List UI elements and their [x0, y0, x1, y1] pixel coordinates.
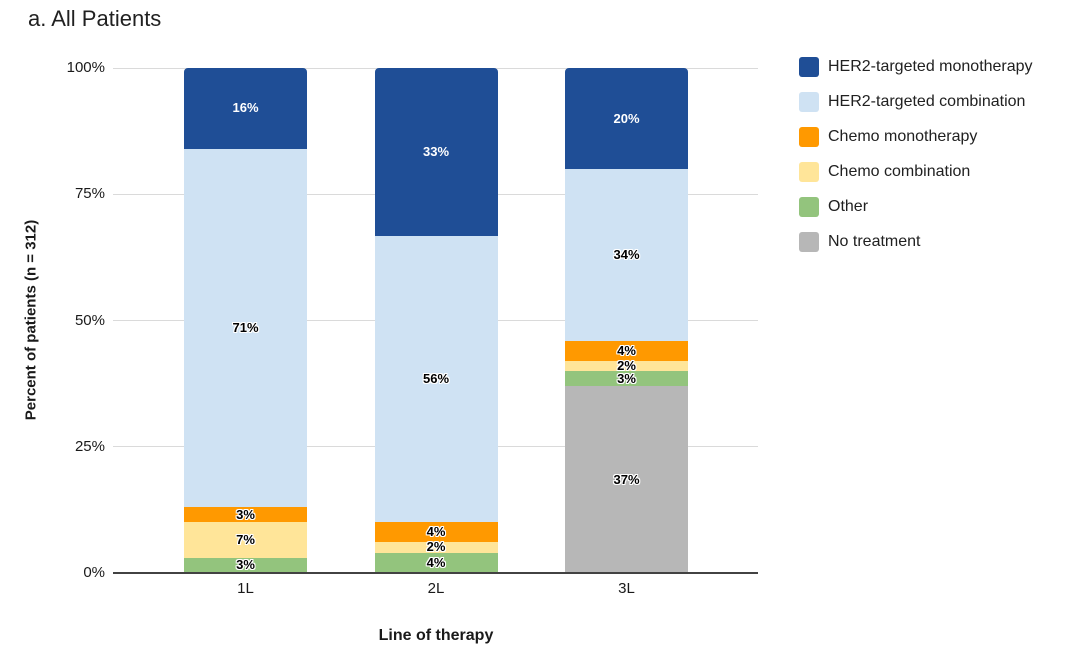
segment-3L-other: 3%: [565, 370, 688, 387]
legend-swatch: [799, 232, 819, 252]
segment-label: 34%: [613, 246, 640, 262]
y-tick-label: 0%: [83, 564, 105, 581]
y-tick-label: 100%: [66, 59, 105, 76]
bar-2L: 33% 56% 4% 2% 4%: [374, 68, 498, 573]
segment-label: 16%: [232, 100, 259, 116]
legend-item-other: Other: [799, 197, 1033, 217]
legend-item-chemo-combination: Chemo combination: [799, 162, 1033, 182]
legend-label: HER2-targeted combination: [828, 93, 1026, 110]
segment-2L-chemo-monotherapy: 4%: [374, 521, 498, 543]
legend-label: No treatment: [828, 233, 921, 250]
segment-label: 20%: [613, 110, 640, 126]
legend-swatch: [799, 127, 819, 147]
segment-label: 37%: [613, 471, 640, 487]
legend-item-her2-targeted-combination: HER2-targeted combination: [799, 92, 1033, 112]
x-tick-label-1L: 1L: [237, 580, 254, 597]
y-tick-label: 50%: [74, 311, 105, 329]
bar-1L: 16% 71% 3% 7% 3%: [184, 68, 307, 573]
segment-1L-chemo-combination: 7%: [184, 522, 307, 558]
legend-swatch: [799, 92, 819, 112]
y-tick-label: 75%: [74, 185, 105, 203]
segment-2L-other: 4%: [374, 552, 498, 573]
segment-label: 33%: [422, 144, 450, 160]
y-tick-label: 25%: [74, 437, 105, 455]
legend-item-chemo-monotherapy: Chemo monotherapy: [799, 127, 1033, 147]
segment-label: 71%: [232, 320, 259, 336]
legend-swatch: [799, 57, 819, 77]
segment-3L-her2-targeted-combination: 34%: [565, 169, 688, 341]
segment-2L-chemo-combination: 2%: [374, 539, 498, 555]
legend-label: HER2-targeted monotherapy: [828, 58, 1033, 75]
x-tick-label-3L: 3L: [618, 580, 635, 597]
segment-label: 56%: [422, 371, 450, 387]
x-tick-label-2L: 2L: [427, 580, 445, 597]
legend-swatch: [799, 197, 819, 217]
plot-area: 16% 71% 3% 7% 3% 33% 56% 4% 2% 4% 20% 34% 4% 2% 3% 37%: [113, 67, 758, 574]
segment-label: 4%: [426, 524, 446, 540]
segment-1L-chemo-monotherapy: 3%: [184, 506, 307, 523]
segment-label: 2%: [617, 357, 636, 373]
bar-3L: 20% 34% 4% 2% 3% 37%: [565, 68, 688, 573]
x-axis-title: Line of therapy: [378, 627, 494, 644]
segment-label: 3%: [236, 557, 255, 573]
segment-label: 4%: [617, 342, 636, 358]
segment-3L-chemo-combination: 2%: [565, 357, 688, 373]
legend-label: Chemo monotherapy: [828, 128, 978, 145]
segment-1L-her2-targeted-combination: 71%: [184, 148, 307, 508]
segment-3L-no-treatment: 37%: [565, 386, 688, 573]
segment-label: 3%: [236, 506, 255, 522]
segment-2L-her2-targeted-monotherapy: 33%: [374, 68, 498, 237]
chart-title: a. All Patients: [28, 6, 162, 31]
gridline-0: [113, 572, 758, 574]
legend-label: Chemo combination: [828, 163, 971, 180]
segment-3L-chemo-monotherapy: 4%: [565, 340, 688, 361]
legend: HER2-targeted monotherapy HER2-targeted c…: [799, 57, 1033, 252]
segment-label: 7%: [236, 532, 255, 548]
legend-label: Other: [828, 198, 869, 215]
segment-3L-her2-targeted-monotherapy: 20%: [565, 68, 688, 169]
legend-item-no-treatment: No treatment: [799, 232, 1033, 252]
segment-2L-her2-targeted-combination: 56%: [374, 236, 498, 522]
segment-label: 4%: [426, 554, 446, 570]
legend-swatch: [799, 162, 819, 182]
legend-item-her2-targeted-monotherapy: HER2-targeted monotherapy: [799, 57, 1033, 77]
segment-1L-her2-targeted-monotherapy: 16%: [184, 68, 307, 149]
segment-label: 3%: [617, 370, 636, 386]
segment-1L-other: 3%: [184, 557, 307, 573]
segment-label: 2%: [426, 539, 446, 555]
